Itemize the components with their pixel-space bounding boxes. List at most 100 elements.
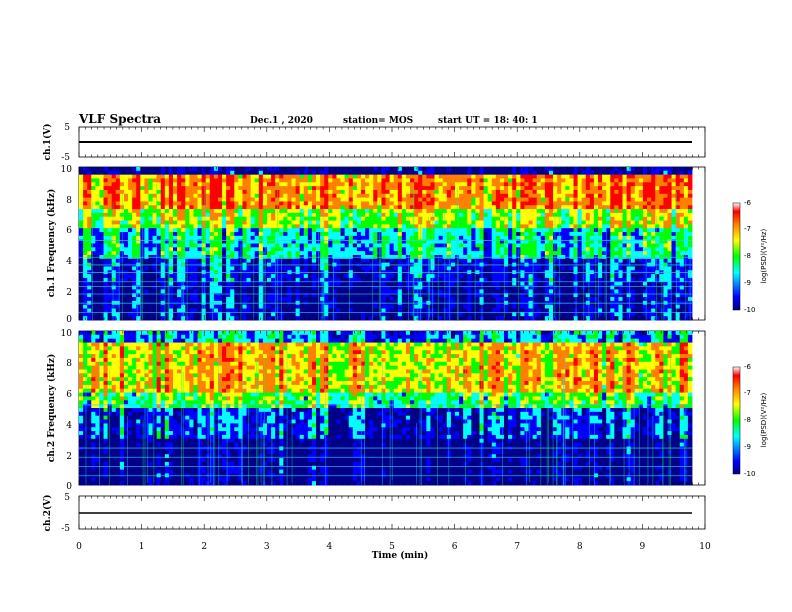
spectrogram-cell [295, 228, 301, 233]
spectrogram-cell [136, 186, 141, 191]
spectrogram-cell [471, 174, 476, 179]
spectrogram-cell [189, 189, 194, 195]
spectrogram-cell [99, 193, 104, 199]
spectrogram-cell [508, 289, 513, 294]
spectrogram-cell [606, 182, 611, 187]
spectrogram-cell [205, 167, 211, 172]
spectrogram-cell [160, 189, 166, 195]
spectrogram-cell [585, 251, 591, 256]
spectrogram-cell [491, 289, 497, 294]
spectrogram-cell [647, 193, 652, 199]
spectrogram-cell [561, 186, 566, 191]
spectrogram-cell [242, 209, 247, 214]
spectrogram-cell [185, 189, 190, 195]
spectrogram-cell [168, 274, 174, 279]
spectrogram-cell [540, 178, 546, 183]
spectrogram-cell [79, 174, 84, 179]
spectrogram-cell [642, 289, 648, 294]
spectrogram-cell [258, 228, 264, 233]
spectrogram-cell [332, 170, 337, 176]
spectrogram-cell [91, 178, 96, 183]
spectrogram-cell [344, 193, 350, 199]
spectrogram-cell [271, 228, 276, 233]
spectrogram-cell [201, 193, 207, 199]
spectrogram-cell [630, 247, 636, 252]
spectrogram-cell [655, 243, 660, 248]
spectrogram-cell [581, 178, 587, 183]
spectrogram-cell [389, 212, 395, 218]
spectrogram-cell [140, 182, 145, 187]
spectrogram-cell [389, 170, 395, 176]
spectrogram-cell [508, 189, 513, 195]
spectrogram-cell [205, 251, 211, 256]
spectrogram-cell [148, 239, 153, 244]
spectrogram-cell [156, 232, 162, 237]
spectrogram-cell [520, 228, 525, 233]
spectrogram-cell [230, 258, 235, 264]
spectrogram-cell [185, 182, 190, 187]
spectrogram-cell [504, 182, 509, 187]
spectrogram-cell [536, 186, 542, 191]
spectrogram-cell [606, 178, 611, 183]
spectrogram-cell [647, 281, 652, 286]
spectrogram-cell [336, 205, 341, 210]
spectrogram-cell [144, 205, 149, 210]
spectrogram-cell [287, 209, 292, 214]
spectrogram-cell [238, 182, 243, 187]
spectrogram-cell [295, 239, 301, 244]
spectrogram-cell [348, 197, 354, 202]
spectrogram-cell [536, 266, 542, 271]
spectrogram-cell [201, 186, 207, 191]
spectrogram-cell [565, 174, 570, 179]
spectrogram-cell [377, 189, 382, 195]
spectrogram-cell [671, 277, 677, 283]
spectrogram-cell [667, 274, 672, 279]
spectrogram-cell [536, 178, 542, 183]
spectrogram-cell [189, 193, 194, 199]
spectrogram-cell [520, 274, 525, 279]
spectrogram-cell [479, 186, 484, 191]
spectrogram-cell [242, 193, 247, 199]
spectrogram-cell [242, 189, 247, 195]
spectrogram-cell [389, 266, 395, 271]
spectrogram-cell [279, 220, 284, 225]
spectrogram-cell [83, 220, 88, 225]
spectrogram-cell [307, 167, 313, 172]
spectrogram-cell [168, 220, 174, 225]
spectrogram-cell [324, 289, 329, 294]
spectrogram-cell [438, 182, 444, 187]
spectrogram-cell [234, 197, 239, 202]
spectrogram-cell [177, 189, 182, 195]
spectrogram-cell [356, 281, 362, 286]
spectrogram-cell [553, 277, 558, 283]
spectrogram-cell [430, 205, 435, 210]
spectrogram-cell [107, 274, 113, 279]
spectrogram-cell [410, 178, 415, 183]
spectrogram-cell [459, 216, 464, 221]
spectrogram-cell [495, 277, 501, 283]
spectrogram-cell [634, 228, 640, 233]
spectrogram-cell [140, 167, 145, 172]
spectrogram-cell [381, 289, 386, 294]
spectrogram-cell [401, 281, 407, 286]
spectrogram-cell [553, 220, 558, 225]
spectrogram-cell [328, 197, 333, 202]
spectrogram-cell [667, 216, 672, 221]
spectrogram-cell [471, 281, 476, 286]
spectrogram-cell [642, 186, 648, 191]
spectrogram-cell [307, 220, 313, 225]
spectrogram-cell [230, 178, 235, 183]
spectrogram-cell [348, 258, 354, 264]
spectrogram-cell [222, 232, 227, 237]
spectrogram-cell [626, 167, 632, 172]
spectrogram-cell [177, 205, 182, 210]
spectrogram-cell [422, 193, 427, 199]
spectrogram-cell [299, 193, 305, 199]
spectrogram-cell [475, 258, 480, 264]
spectrogram-cell [360, 281, 366, 286]
spectrogram-cell [426, 201, 431, 206]
spectrogram-cell [606, 205, 611, 210]
spectrogram-cell [565, 281, 570, 286]
spectrogram-cell [352, 193, 358, 199]
spectrogram-cell [459, 197, 464, 202]
